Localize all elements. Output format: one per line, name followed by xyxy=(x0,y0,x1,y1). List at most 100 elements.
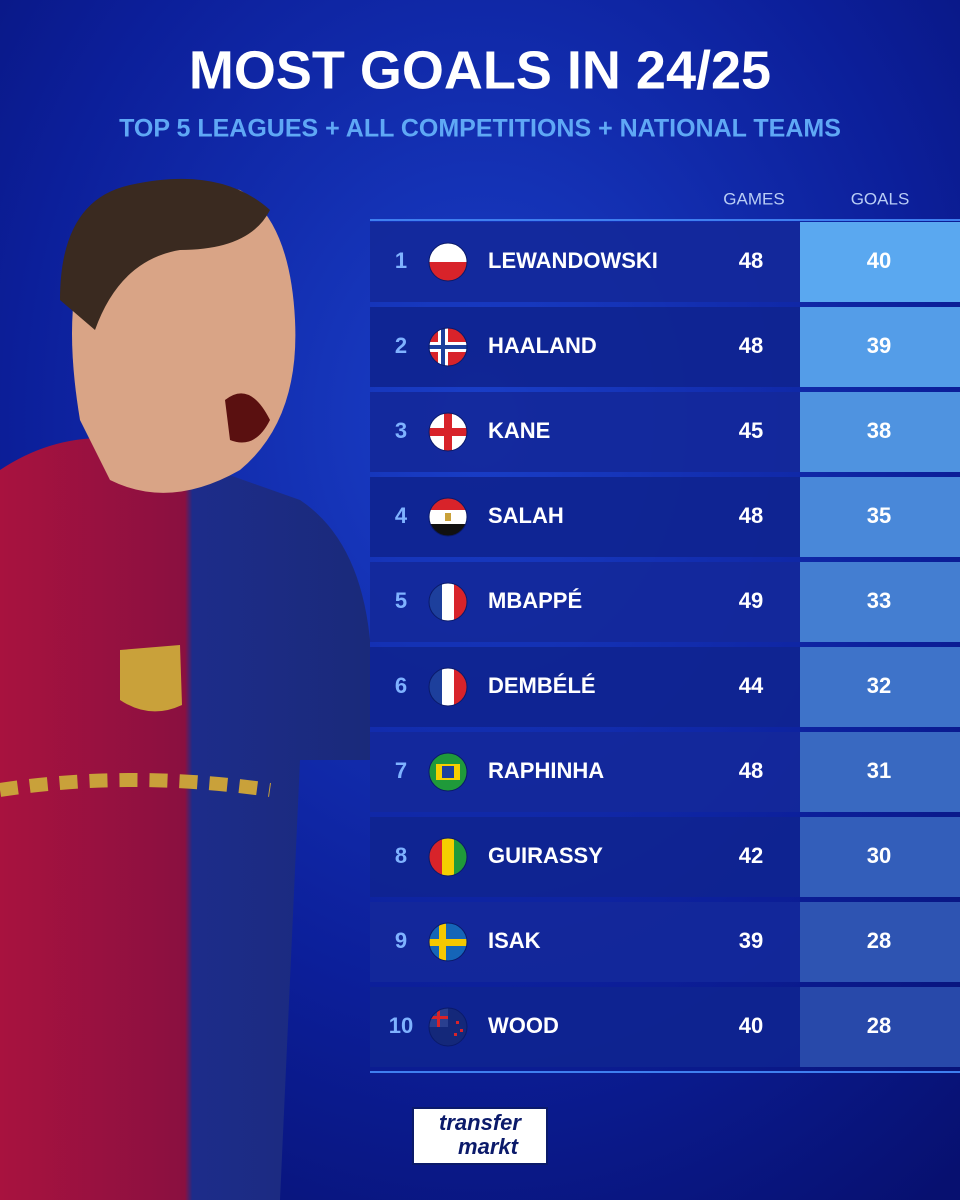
flag-border xyxy=(428,922,468,962)
player-name: GUIRASSY xyxy=(488,843,603,868)
table-row: 6 DEMBÉLÉ 44 32 xyxy=(370,647,960,727)
goals-cell xyxy=(800,562,960,642)
flag-part xyxy=(454,1033,457,1036)
player-name: LEWANDOWSKI xyxy=(488,248,658,273)
goals: 32 xyxy=(867,673,891,698)
logo: transfer markt xyxy=(412,1107,548,1165)
flag-part xyxy=(442,838,454,876)
player-name: HAALAND xyxy=(488,333,597,358)
flag-part xyxy=(442,583,454,621)
rank: 9 xyxy=(395,928,407,953)
table-row: 7 RAPHINHA 48 31 xyxy=(370,732,960,812)
flag xyxy=(429,668,467,706)
table-row: 9 ISAK 39 28 xyxy=(370,902,960,982)
flag-part xyxy=(429,583,442,621)
rank: 10 xyxy=(389,1013,413,1038)
flag-border xyxy=(428,1007,468,1047)
flag xyxy=(429,753,467,791)
games: 42 xyxy=(739,843,763,868)
flag-part xyxy=(454,668,467,706)
table-row: 4 SALAH 48 35 xyxy=(370,477,960,557)
flag-part xyxy=(442,766,454,778)
games: 45 xyxy=(739,418,763,443)
title: MOST GOALS IN 24/25 xyxy=(189,40,771,100)
goals-cell xyxy=(800,392,960,472)
flag xyxy=(429,328,467,366)
goals: 40 xyxy=(867,248,891,273)
goals-cell xyxy=(800,902,960,982)
flag-border xyxy=(428,667,468,707)
flag-border xyxy=(428,242,468,282)
goals-cell xyxy=(800,222,960,302)
games: 48 xyxy=(739,333,763,358)
player-name: DEMBÉLÉ xyxy=(488,673,596,698)
column-header: GAMES xyxy=(723,189,784,208)
goals: 28 xyxy=(867,928,891,953)
goals-cell xyxy=(800,732,960,812)
player-name: ISAK xyxy=(488,928,541,953)
goals: 38 xyxy=(867,418,891,443)
table-row: 1 LEWANDOWSKI 48 40 xyxy=(370,222,960,302)
player-name: MBAPPÉ xyxy=(488,588,582,613)
goals: 28 xyxy=(867,1013,891,1038)
flag-part xyxy=(429,262,467,281)
column-header: GOALS xyxy=(851,189,910,208)
flag-part xyxy=(429,668,442,706)
player-name: SALAH xyxy=(488,503,564,528)
games: 48 xyxy=(739,503,763,528)
rank: 7 xyxy=(395,758,407,783)
flag-part xyxy=(460,1029,463,1032)
flag-border xyxy=(428,582,468,622)
logo-text: markt xyxy=(458,1134,520,1159)
flag-part xyxy=(429,345,467,349)
games: 39 xyxy=(739,928,763,953)
player-name: KANE xyxy=(488,418,550,443)
flag xyxy=(429,243,467,281)
rank: 4 xyxy=(395,503,408,528)
flag-part xyxy=(429,428,467,436)
flag-part xyxy=(429,838,442,876)
player-name: WOOD xyxy=(488,1013,559,1038)
subtitle: TOP 5 LEAGUES + ALL COMPETITIONS + NATIO… xyxy=(119,115,841,143)
goals: 30 xyxy=(867,843,891,868)
flag-part xyxy=(445,513,451,521)
flag-part xyxy=(429,243,467,262)
goals-cell xyxy=(800,987,960,1067)
rank: 1 xyxy=(395,248,407,273)
goals: 35 xyxy=(867,503,891,528)
table-row: 8 GUIRASSY 42 30 xyxy=(370,817,960,897)
rank: 3 xyxy=(395,418,407,443)
flag xyxy=(429,413,467,451)
rank: 6 xyxy=(395,673,407,698)
player-photo xyxy=(0,178,370,1200)
goals: 39 xyxy=(867,333,891,358)
flag-border xyxy=(428,752,468,792)
flag-border xyxy=(428,497,468,537)
flag-part xyxy=(454,583,467,621)
flag-border xyxy=(428,412,468,452)
games: 48 xyxy=(739,248,763,273)
table-row: 10 WOOD 40 28 xyxy=(370,987,960,1067)
games: 49 xyxy=(739,588,763,613)
rank: 2 xyxy=(395,333,407,358)
flag xyxy=(429,838,467,876)
flag-part xyxy=(429,1016,448,1019)
rank: 8 xyxy=(395,843,407,868)
games: 44 xyxy=(739,673,764,698)
goals: 33 xyxy=(867,588,891,613)
logo-text: transfer xyxy=(439,1110,522,1135)
flag xyxy=(429,583,467,621)
table-row: 5 MBAPPÉ 49 33 xyxy=(370,562,960,642)
table-row: 2 HAALAND 48 39 xyxy=(370,307,960,387)
goals-cell xyxy=(800,477,960,557)
goals: 31 xyxy=(867,758,891,783)
flag-part xyxy=(456,1021,459,1024)
goals-cell xyxy=(800,817,960,897)
goals-cell xyxy=(800,647,960,727)
rank: 5 xyxy=(395,588,407,613)
games: 48 xyxy=(739,758,763,783)
table-row: 3 KANE 45 38 xyxy=(370,392,960,472)
games: 40 xyxy=(739,1013,763,1038)
